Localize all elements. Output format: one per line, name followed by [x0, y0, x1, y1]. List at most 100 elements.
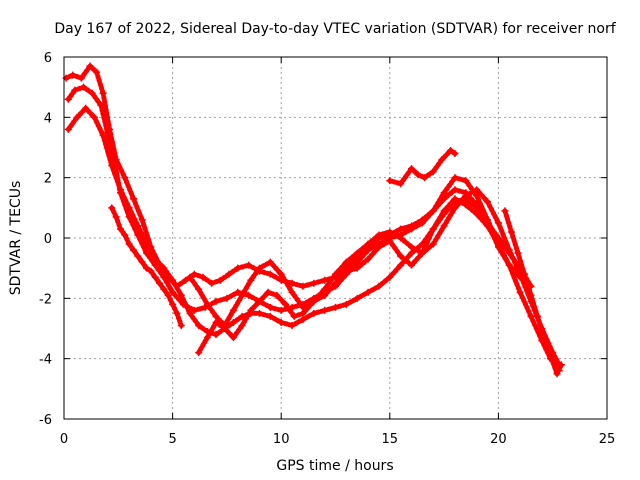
series-trace-segment — [104, 129, 117, 163]
series-trace-segment — [322, 280, 338, 298]
series-trace-segment — [419, 226, 436, 256]
series-trace-segment — [333, 259, 349, 277]
series-trace-segment — [485, 223, 501, 247]
series-trace-segment — [196, 335, 210, 356]
y-tick-label: 4 — [44, 111, 52, 126]
series-trace-segment — [521, 271, 534, 298]
series-trace-segment — [495, 220, 512, 253]
y-tick-label: 2 — [44, 172, 52, 187]
series-track-h — [501, 207, 565, 378]
series-trace-segment — [100, 132, 115, 169]
x-axis-ticks: 0 5 10 15 20 25 — [60, 57, 615, 447]
series-trace-segment — [333, 268, 349, 286]
series-trace-segment — [441, 196, 458, 214]
series-trace-segment — [135, 223, 150, 247]
series-trace-segment — [91, 114, 106, 138]
series-trace-segment — [387, 238, 404, 259]
y-axis-label: SDTVAR / TECUs — [8, 181, 24, 296]
series-trace-segment — [365, 244, 382, 262]
series-trace-segment — [239, 277, 254, 298]
series-trace-segment — [144, 241, 158, 262]
series-trace-segment — [354, 247, 371, 265]
series-track-d — [186, 186, 563, 369]
series-trace-segment — [534, 313, 547, 341]
data-point — [557, 361, 565, 369]
series-trace-segment — [430, 208, 447, 232]
x-tick-label: 5 — [168, 432, 176, 447]
series-track-g — [108, 204, 185, 329]
x-tick-label: 25 — [599, 432, 616, 447]
data-points — [62, 62, 565, 378]
series-trace-segment — [398, 166, 415, 187]
y-tick-label: -2 — [39, 292, 52, 307]
series-trace-segment — [94, 69, 106, 96]
series-trace-segment — [170, 277, 184, 298]
series-trace-segment — [196, 286, 210, 307]
y-tick-label: -4 — [39, 353, 52, 368]
grid-lines — [64, 57, 607, 419]
y-axis-ticks: -6 -4 -2 0 2 4 6 — [39, 51, 607, 428]
data-point — [177, 321, 185, 329]
series-trace-segment — [98, 102, 110, 135]
series-trace-segment — [474, 187, 491, 205]
series-trace-segment — [122, 175, 137, 202]
series-trace-segment — [508, 229, 521, 256]
data-point — [451, 150, 459, 158]
series-trace-segment — [239, 307, 254, 328]
chart-title: Day 167 of 2022, Sidereal Day-to-day VTE… — [54, 21, 616, 37]
series-trace-segment — [495, 241, 512, 268]
series-trace-segment — [117, 187, 132, 211]
series-trace-segment — [343, 253, 360, 271]
x-tick-label: 10 — [273, 432, 290, 447]
series-trace-segment — [474, 211, 491, 229]
x-axis-label: GPS time / hours — [276, 458, 393, 474]
y-tick-label: 6 — [44, 51, 52, 66]
series-trace-segment — [135, 232, 150, 256]
series-trace-segment — [278, 271, 295, 295]
series-trace-segment — [300, 298, 317, 316]
series-trace-segment — [409, 250, 425, 268]
series-trace-segment — [474, 205, 491, 226]
series-trace-segment — [322, 271, 338, 292]
series-trace-segment — [131, 196, 145, 223]
series-trace-segment — [441, 175, 458, 196]
x-tick-label: 20 — [490, 432, 507, 447]
series-trace-segment — [230, 292, 245, 313]
series-trace-segment — [178, 292, 193, 316]
series-trace-segment — [430, 196, 447, 214]
series-trace-segment — [441, 205, 458, 229]
series-trace-segment — [419, 208, 436, 226]
series-trace-segment — [126, 205, 141, 229]
series-trace-segment — [387, 262, 404, 280]
series-trace-segment — [485, 199, 501, 226]
series-trace-segment — [267, 259, 284, 277]
series-trace-segment — [139, 217, 154, 250]
x-tick-label: 15 — [382, 432, 399, 447]
series-trace-segment — [506, 247, 523, 277]
series-trace-segment — [113, 157, 128, 181]
series-trace-segment — [222, 307, 236, 328]
series-trace-segment — [502, 208, 514, 235]
series-trace-segment — [100, 90, 113, 132]
series-trace-segment — [204, 319, 219, 341]
series-trace-segment — [528, 292, 540, 319]
series-trace-segment — [126, 214, 141, 238]
series-trace-segment — [109, 163, 123, 193]
series-track-f — [386, 147, 459, 188]
y-tick-label: -6 — [39, 413, 52, 428]
y-tick-label: 0 — [44, 232, 52, 247]
series-trace-segment — [550, 350, 562, 368]
series-trace-segment — [161, 274, 176, 295]
series-trace-segment — [506, 262, 523, 295]
series-track-a — [62, 62, 502, 290]
series-trace-segment — [541, 335, 554, 359]
series-trace-segment — [170, 289, 186, 307]
series-trace-segment — [515, 250, 527, 277]
series-track-e — [195, 195, 563, 375]
series-trace-segment — [430, 223, 447, 247]
series-trace-segment — [289, 289, 306, 310]
x-tick-label: 0 — [60, 432, 68, 447]
series-trace-segment — [528, 313, 545, 344]
series-trace-segment — [517, 289, 534, 319]
